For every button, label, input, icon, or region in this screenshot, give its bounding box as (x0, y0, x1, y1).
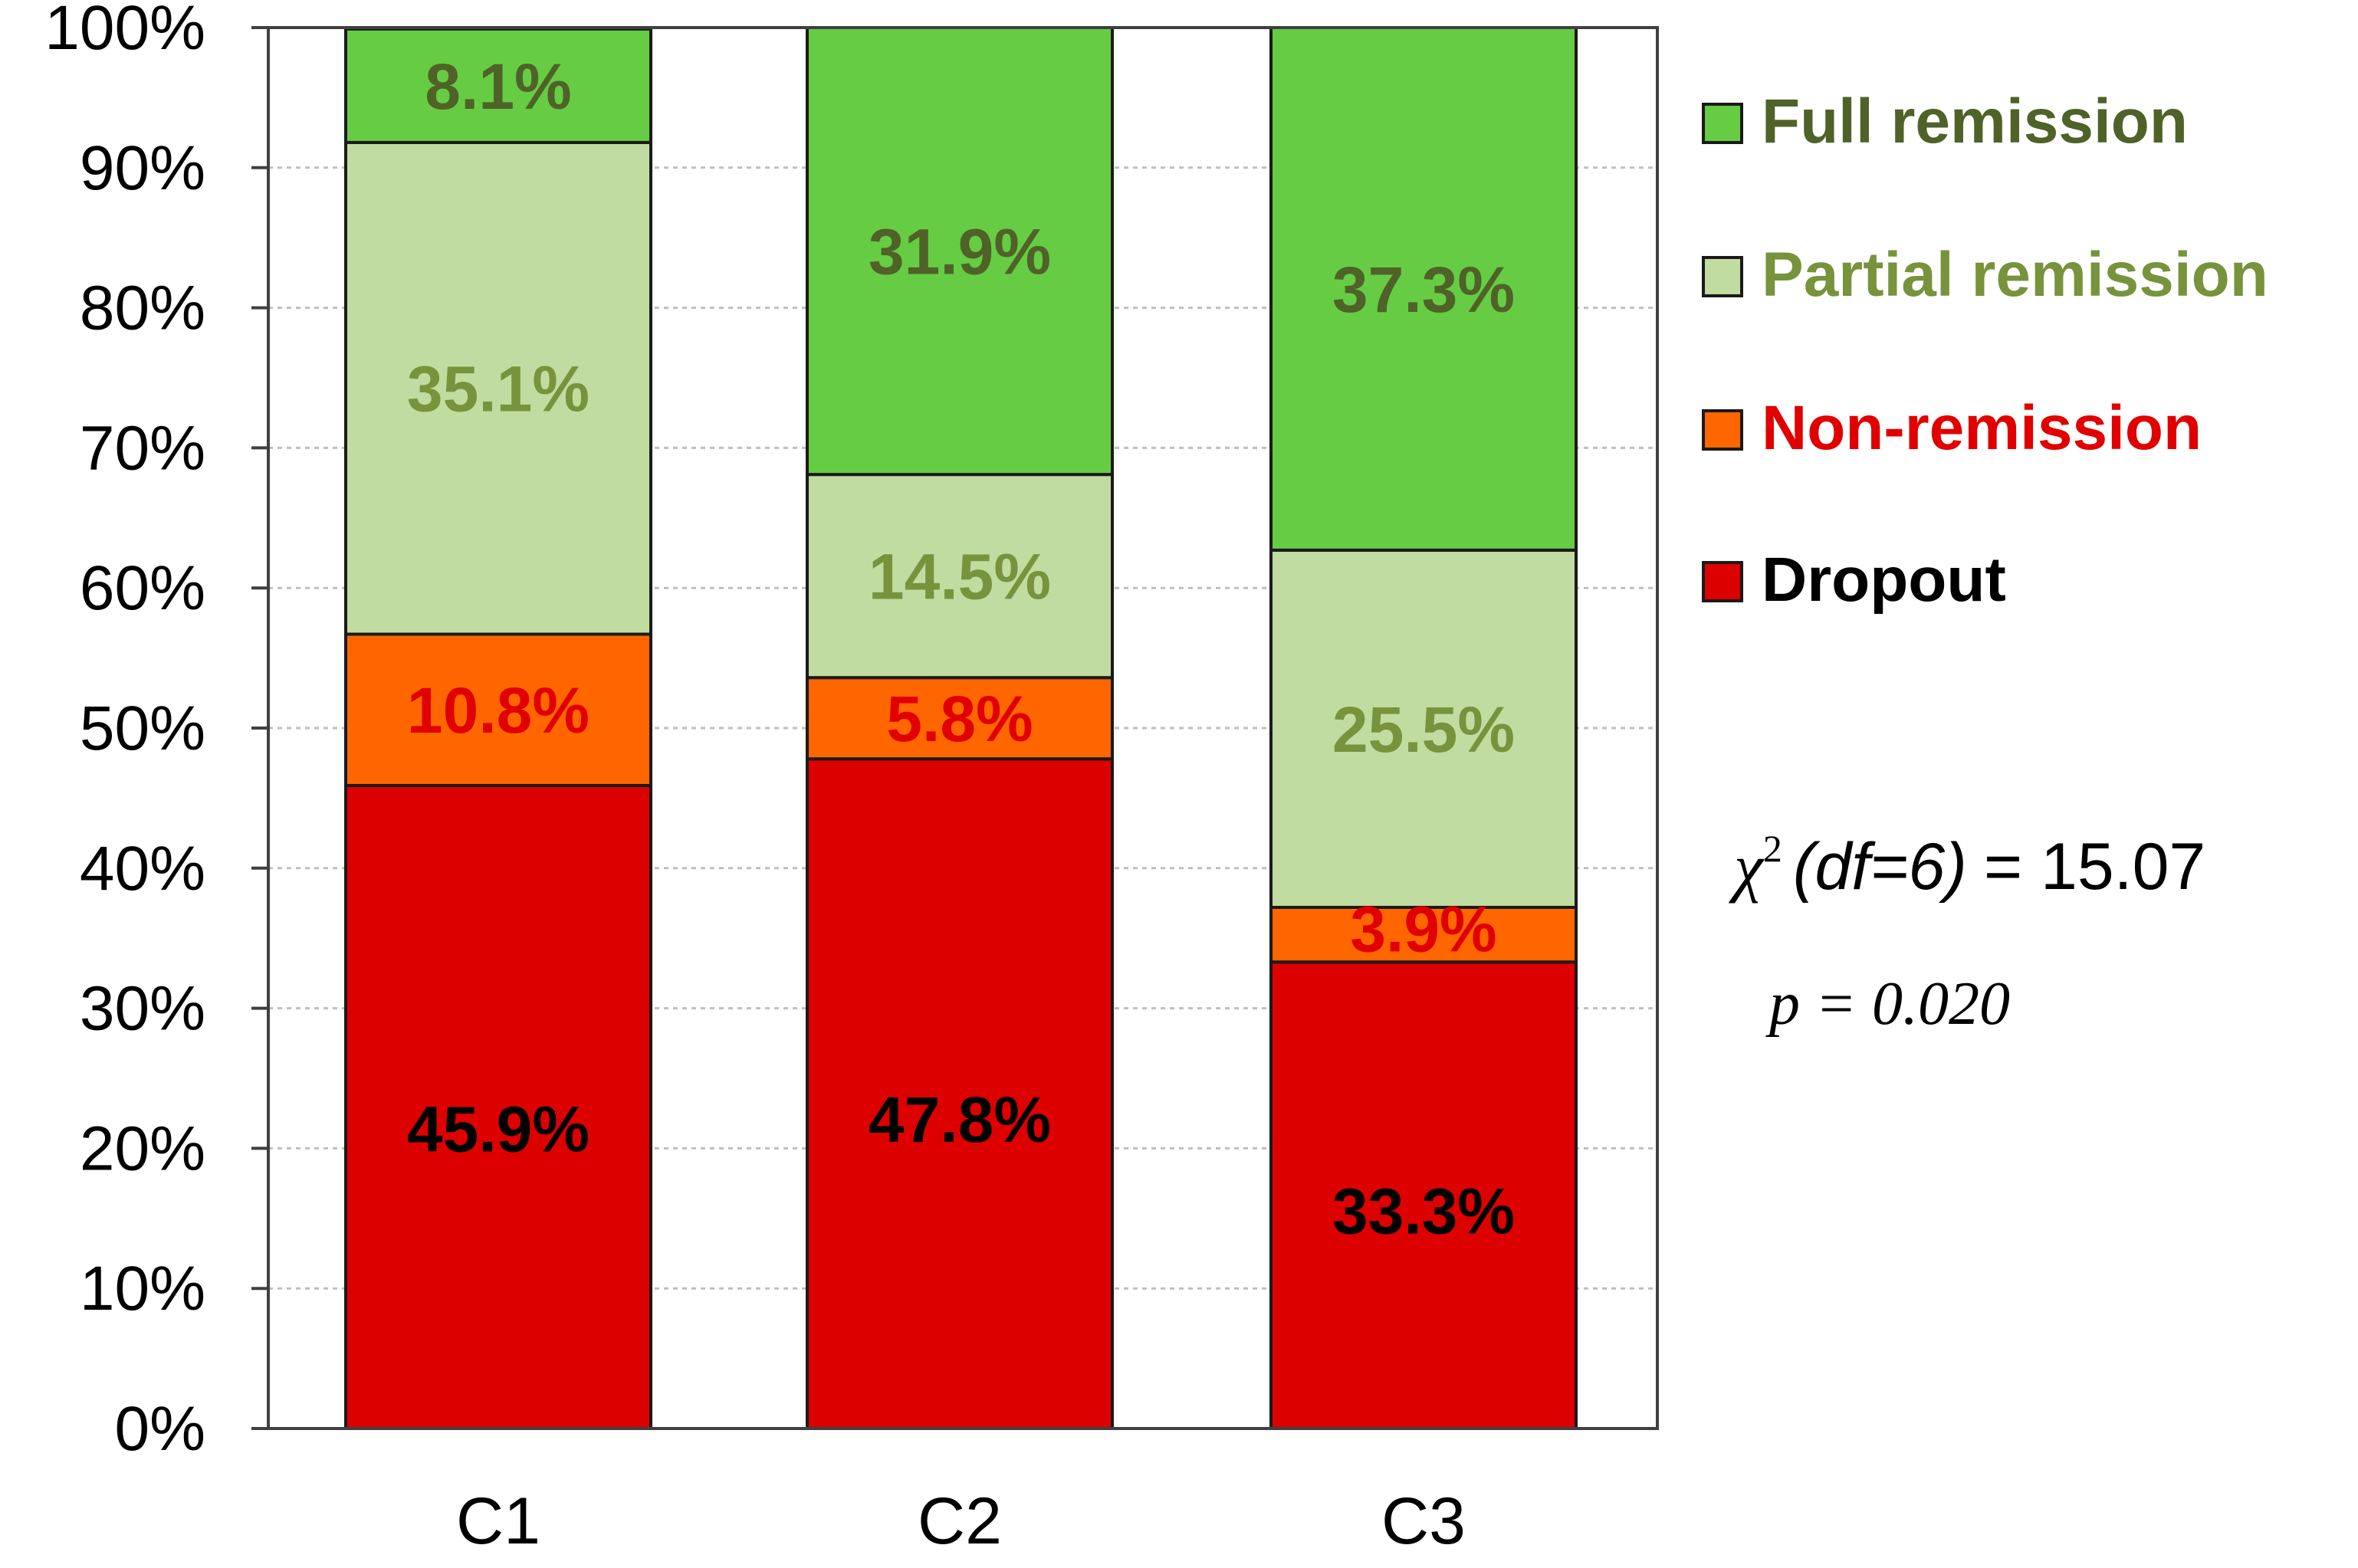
data-label: 3.9% (1350, 894, 1496, 966)
y-tick-label: 60% (80, 553, 205, 623)
data-label: 31.9% (869, 216, 1051, 288)
legend-label: Partial remission (1762, 240, 2268, 310)
data-label: 35.1% (407, 353, 590, 425)
y-tick-label: 80% (80, 274, 205, 343)
chi-square-text: χ2 (df=6) = 15.07 (1729, 827, 2205, 904)
bar-segment-non-remission (806, 676, 1114, 761)
x-tick-label: C2 (918, 1484, 1002, 1558)
bar-segment-non-remission (344, 632, 652, 787)
y-tick-label: 90% (80, 133, 205, 203)
legend-label: Dropout (1762, 545, 2006, 615)
bar-segment-partial-remission (1269, 548, 1578, 909)
data-labels: 45.9% 10.8% 35.1% 8.1% 47.8% 5.8% 14.5% 31.9% 33… (407, 51, 1515, 1248)
y-tick-label: 10% (80, 1254, 205, 1324)
legend-swatch (1702, 103, 1743, 144)
data-label: 25.5% (1332, 694, 1515, 766)
bar-segment-non-remission (1269, 905, 1578, 964)
y-tick-label: 0% (114, 1394, 205, 1464)
legend-label: Non-remission (1762, 393, 2202, 463)
chi-symbol: χ (1729, 830, 1765, 904)
x-tick-label: C3 (1381, 1484, 1466, 1558)
p-value: p = 0.020 (1765, 970, 2010, 1038)
y-tick-label: 50% (80, 694, 205, 763)
legend-swatch (1702, 256, 1743, 297)
chi-superscript: 2 (1763, 827, 1782, 870)
data-label: 33.3% (1332, 1176, 1515, 1248)
chi-value: = 15.07 (1984, 830, 2205, 904)
data-label: 14.5% (869, 541, 1051, 613)
statistics-annotation: χ2 (df=6) = 15.07 p = 0.020 (1729, 827, 2205, 1038)
y-tick-label: 20% (80, 1114, 205, 1183)
chi-df: (df=6) (1793, 830, 1967, 904)
data-label: 47.8% (869, 1084, 1051, 1156)
bar-segment-dropout (806, 757, 1114, 1430)
y-tick-label: 70% (80, 413, 205, 483)
data-label: 37.3% (1332, 254, 1515, 326)
bar-segment-partial-remission (344, 140, 652, 636)
data-label: 45.9% (407, 1093, 590, 1165)
data-label: 8.1% (425, 51, 571, 123)
y-tick-label: 100% (44, 0, 205, 63)
legend: Full remission Partial remission Non-remis… (1702, 87, 2268, 615)
y-tick-label: 30% (80, 974, 205, 1044)
x-tick-label: C1 (456, 1484, 540, 1558)
data-label: 10.8% (407, 674, 590, 746)
data-label: 5.8% (886, 683, 1033, 755)
legend-swatch (1702, 409, 1743, 451)
legend-label: Full remission (1762, 87, 2188, 156)
bar-segment-full-remission (1269, 26, 1578, 552)
y-tick-label: 40% (80, 834, 205, 904)
bar-segment-full-remission (806, 26, 1114, 477)
legend-swatch (1702, 561, 1743, 602)
axes: 0% 10% 20% 30% 40% 50% 60% 70% 80% 90% 100% C1 C2 C3 (44, 0, 1659, 1558)
bar-segment-partial-remission (806, 473, 1114, 680)
bars (344, 26, 1578, 1430)
